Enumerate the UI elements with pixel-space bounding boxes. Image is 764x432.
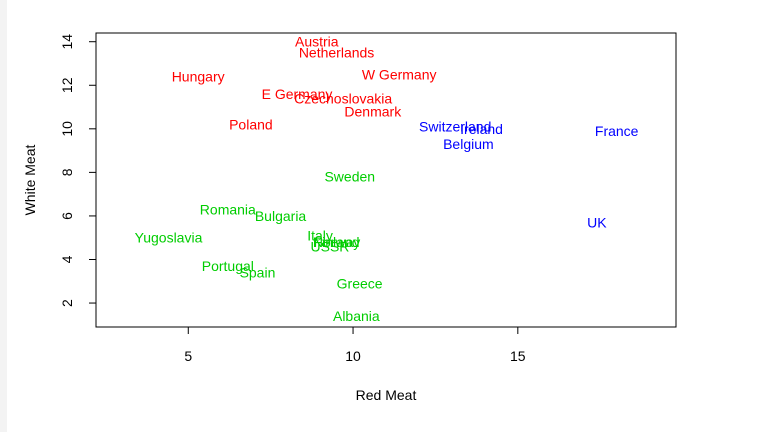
point-label: W Germany (362, 66, 437, 82)
point-label: Netherlands (299, 45, 375, 61)
point-label: Belgium (443, 136, 494, 152)
point-label: Bulgaria (255, 208, 307, 224)
point-label: Yugoslavia (135, 230, 203, 246)
y-tick-label: 6 (59, 212, 75, 220)
point-label: Romania (200, 201, 256, 217)
x-axis-label: Red Meat (356, 387, 417, 403)
point-label: France (595, 123, 639, 139)
point-label: UK (587, 214, 607, 230)
x-tick-label: 10 (345, 348, 361, 364)
point-label: Italy (307, 228, 333, 244)
y-tick-label: 12 (59, 77, 75, 93)
point-label: E Germany (262, 86, 333, 102)
point-label: Denmark (344, 103, 402, 119)
point-label: Hungary (172, 69, 225, 85)
y-tick-label: 2 (59, 299, 75, 307)
point-label: Poland (229, 116, 273, 132)
window-edge (0, 0, 7, 432)
point-label: Albania (333, 308, 380, 324)
point-label: Switzerland (419, 119, 491, 135)
point-label: Sweden (324, 169, 375, 185)
point-label: Austria (295, 34, 339, 50)
x-tick-label: 15 (510, 348, 526, 364)
point-label: Norway (313, 234, 360, 250)
y-axis: 2 4 6 8 10 12 14 (59, 34, 97, 307)
point-label: Czechoslovakia (294, 90, 392, 106)
point-label: Greece (337, 275, 383, 291)
x-tick-label: 5 (184, 348, 192, 364)
y-axis-label: White Meat (22, 144, 38, 215)
y-tick-label: 14 (59, 34, 75, 50)
y-tick-label: 8 (59, 168, 75, 176)
y-tick-label: 4 (59, 255, 75, 263)
point-label: Finland (314, 234, 360, 250)
point-label: Ireland (460, 121, 503, 137)
y-tick-label: 10 (59, 121, 75, 137)
point-label: Spain (240, 265, 276, 281)
point-label: USSR (311, 238, 350, 254)
x-axis: 5 10 15 (184, 326, 526, 364)
point-label: Portugal (202, 258, 254, 274)
